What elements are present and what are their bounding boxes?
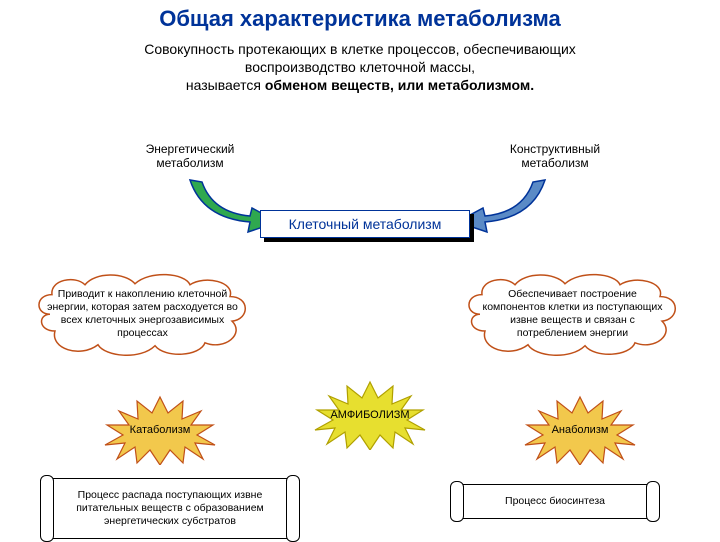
central-box-label: Клеточный метаболизм bbox=[289, 216, 442, 232]
constructive-metabolism-label: Конструктивный метаболизм bbox=[495, 142, 615, 170]
page-title: Общая характеристика метаболизма bbox=[0, 0, 720, 32]
central-box: Клеточный метаболизм bbox=[260, 210, 470, 238]
intro-line3-prefix: называется bbox=[186, 77, 265, 93]
star-anabolism: Анаболизм bbox=[505, 395, 655, 465]
scroll-left-text: Процесс распада поступающих извне питате… bbox=[76, 489, 264, 527]
scroll-left: Процесс распада поступающих извне питате… bbox=[45, 478, 295, 539]
intro-text: Совокупность протекающих в клетке процес… bbox=[0, 40, 720, 95]
star-amphibolism-label: АМФИБОЛИЗМ bbox=[295, 380, 445, 450]
intro-line2: воспроизводство клеточной массы, bbox=[245, 59, 475, 75]
cloud-left: Приводит к накоплению клеточной энергии,… bbox=[30, 270, 255, 359]
star-katabolism-label: Катаболизм bbox=[85, 395, 235, 465]
star-amphibolism: АМФИБОЛИЗМ bbox=[295, 380, 445, 450]
intro-line1: Совокупность протекающих в клетке процес… bbox=[144, 41, 576, 57]
cloud-right: Обеспечивает построение компонентов клет… bbox=[460, 270, 685, 359]
star-katabolism: Катаболизм bbox=[85, 395, 235, 465]
energy-metabolism-label: Энергетический метаболизм bbox=[130, 142, 250, 170]
star-anabolism-label: Анаболизм bbox=[505, 395, 655, 465]
scroll-right-text: Процесс биосинтеза bbox=[505, 495, 605, 507]
intro-line3-bold: обменом веществ, или метаболизмом. bbox=[265, 77, 534, 93]
scroll-right: Процесс биосинтеза bbox=[455, 484, 655, 519]
